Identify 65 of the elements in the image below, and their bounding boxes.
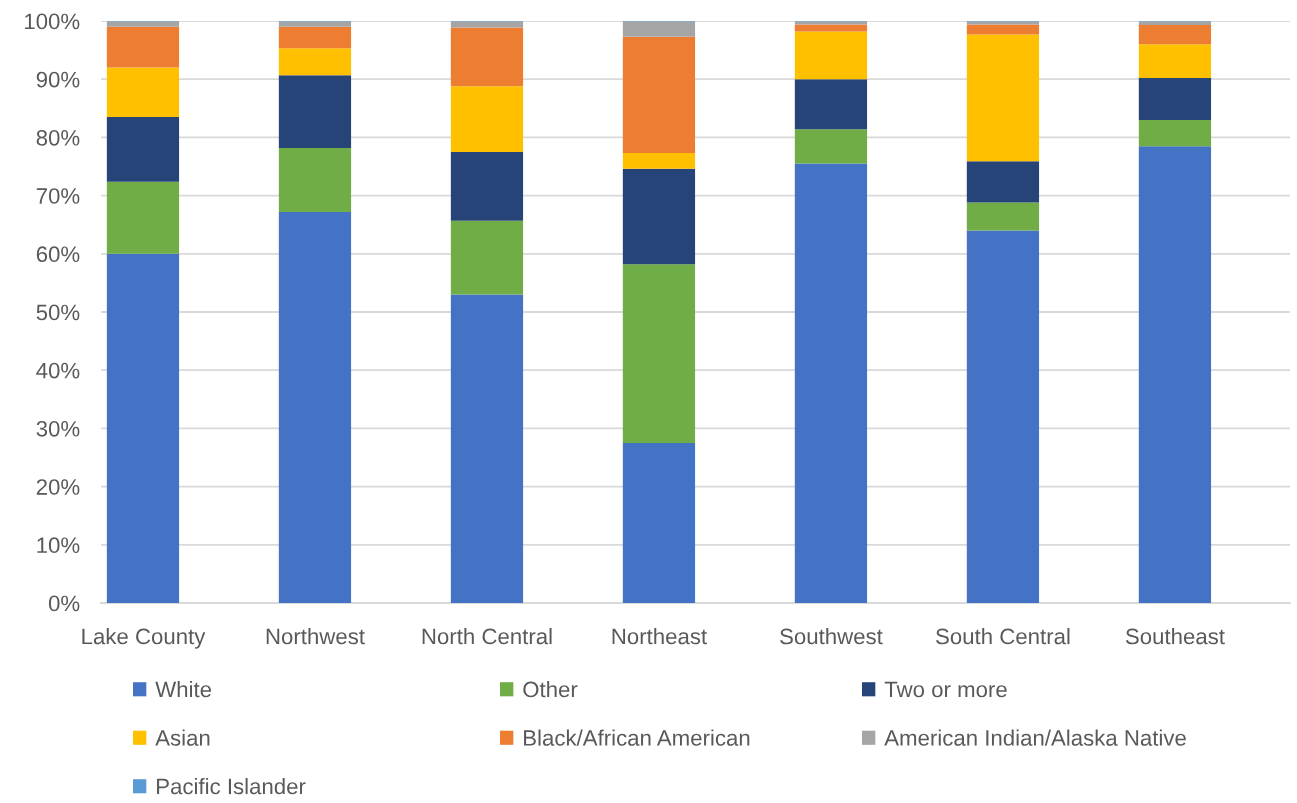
y-tick-label: 30% — [36, 420, 80, 437]
bar — [106, 181, 180, 254]
bar — [278, 26, 352, 49]
y-tick-label: 60% — [36, 246, 80, 263]
legend-label: Other — [523, 681, 578, 698]
bar — [794, 24, 868, 32]
x-tick-label: Southwest — [780, 628, 883, 645]
bar — [106, 21, 180, 27]
bar — [966, 230, 1040, 603]
bar — [622, 442, 696, 603]
bar — [966, 34, 1040, 162]
bar — [106, 117, 180, 182]
legend-label: Pacific Islander — [157, 777, 306, 795]
x-tick-label: Northwest — [266, 628, 365, 645]
legend-label: American Indian/Alaska Native — [884, 729, 1186, 746]
bar — [278, 147, 352, 212]
y-tick-label: 0% — [48, 595, 80, 612]
legend-label: Asian — [155, 729, 210, 746]
bar — [106, 26, 180, 68]
bar — [278, 21, 352, 27]
bar — [1138, 78, 1212, 120]
bar — [794, 163, 868, 603]
bar — [278, 75, 352, 148]
bar — [966, 24, 1040, 35]
bar — [966, 202, 1040, 231]
bar — [622, 36, 696, 154]
bar — [450, 27, 524, 87]
bar — [794, 129, 868, 164]
y-tick-label: 40% — [36, 362, 80, 379]
y-tick-label: 70% — [36, 188, 80, 204]
y-tick-label: 90% — [36, 71, 80, 88]
bar — [1138, 119, 1212, 147]
bar — [1138, 21, 1212, 26]
bar — [450, 151, 524, 221]
x-tick-label: Northeast — [612, 628, 707, 645]
y-tick-label: 50% — [36, 304, 80, 321]
bar — [622, 153, 696, 169]
bar — [450, 21, 524, 28]
bar — [450, 294, 524, 603]
x-tick-label: North Central — [422, 628, 552, 645]
y-tick-label: 10% — [37, 537, 80, 554]
bar — [622, 264, 696, 443]
bar — [278, 48, 352, 76]
y-tick-label: 20% — [36, 479, 80, 495]
x-tick-label: Southeast — [1125, 628, 1225, 645]
x-tick-label: Lake County — [82, 628, 206, 649]
x-tick-label: South Central — [936, 628, 1070, 645]
bar — [794, 31, 868, 80]
legend-label: White — [155, 681, 212, 698]
bar — [1138, 44, 1212, 79]
y-tick-label: 100% — [25, 13, 80, 30]
legend-label: Two or more — [884, 681, 1007, 698]
legend-label: Black/African American — [524, 729, 750, 746]
bar — [966, 161, 1040, 203]
bar — [106, 67, 180, 118]
bar — [1138, 25, 1212, 45]
bar — [1138, 146, 1212, 603]
bar — [450, 220, 524, 295]
bar — [106, 253, 180, 603]
bar — [450, 86, 524, 152]
bar — [278, 211, 352, 603]
bar — [622, 21, 696, 37]
bar — [794, 79, 868, 130]
bar — [622, 168, 696, 265]
y-tick-label: 80% — [36, 129, 80, 146]
